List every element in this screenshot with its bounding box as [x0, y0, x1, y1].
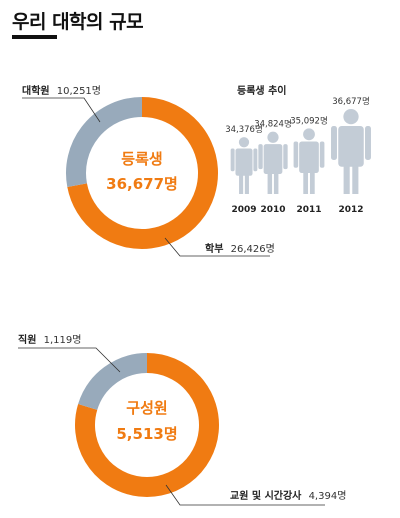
- undergrad-label-group: 학부 26,426명: [205, 242, 275, 255]
- students-center-value: 36,677명: [106, 175, 178, 193]
- staff-slice-value: 1,119명: [44, 334, 82, 346]
- undergrad-leader-line: [164, 237, 270, 257]
- members-center-value: 5,513명: [116, 425, 177, 443]
- faculty-leader-line: [165, 484, 325, 506]
- trend-value-label-2011: 35,092명: [290, 115, 328, 126]
- members-center-label: 구성원: [126, 399, 167, 417]
- staff-slice: [78, 353, 148, 411]
- faculty-slice-value: 4,394명: [309, 490, 347, 502]
- page-title: 우리 대학의 규모: [12, 11, 144, 33]
- trend-value-label-2009: 34,376명: [225, 124, 263, 135]
- trend-pictogram: 34,376명 2009 34,824명 2010 35,092명 2011 36,677명…: [225, 96, 371, 215]
- grad-label-group: 대학원 10,251명: [22, 84, 101, 97]
- grad-slice: [66, 97, 143, 187]
- staff-leader-line: [18, 347, 121, 373]
- person-icon-2012: [331, 109, 371, 194]
- trend-value-label-2010: 34,824명: [254, 119, 292, 130]
- staff-label-group: 직원 1,119명: [18, 333, 81, 346]
- undergrad-slice: [67, 97, 218, 249]
- person-icon-2010: [258, 131, 288, 194]
- title-underline: [12, 35, 57, 39]
- trend-year-label-2009: 2009: [231, 205, 256, 215]
- person-icon-2009: [230, 137, 258, 194]
- grad-slice-name: 대학원: [22, 84, 50, 97]
- undergrad-slice-name: 학부: [205, 242, 223, 255]
- faculty-slice-name: 교원 및 시간강사: [230, 489, 302, 502]
- staff-slice-name: 직원: [18, 333, 36, 346]
- trend-year-label-2010: 2010: [260, 205, 285, 215]
- grad-slice-value: 10,251명: [57, 85, 101, 97]
- members-donut-chart: [75, 353, 219, 497]
- undergrad-slice-value: 26,426명: [231, 243, 275, 255]
- person-icon-2011: [293, 128, 325, 194]
- trend-value-label-2012: 36,677명: [332, 96, 370, 107]
- trend-year-label-2011: 2011: [296, 205, 321, 215]
- faculty-label-group: 교원 및 시간강사 4,394명: [230, 489, 346, 502]
- grad-leader-line: [22, 97, 101, 123]
- faculty-slice: [75, 353, 219, 497]
- students-center-label: 등록생: [121, 150, 162, 168]
- trend-year-label-2012: 2012: [338, 205, 363, 215]
- trend-title: 등록생 추이: [237, 84, 286, 97]
- students-donut-chart: [66, 97, 218, 249]
